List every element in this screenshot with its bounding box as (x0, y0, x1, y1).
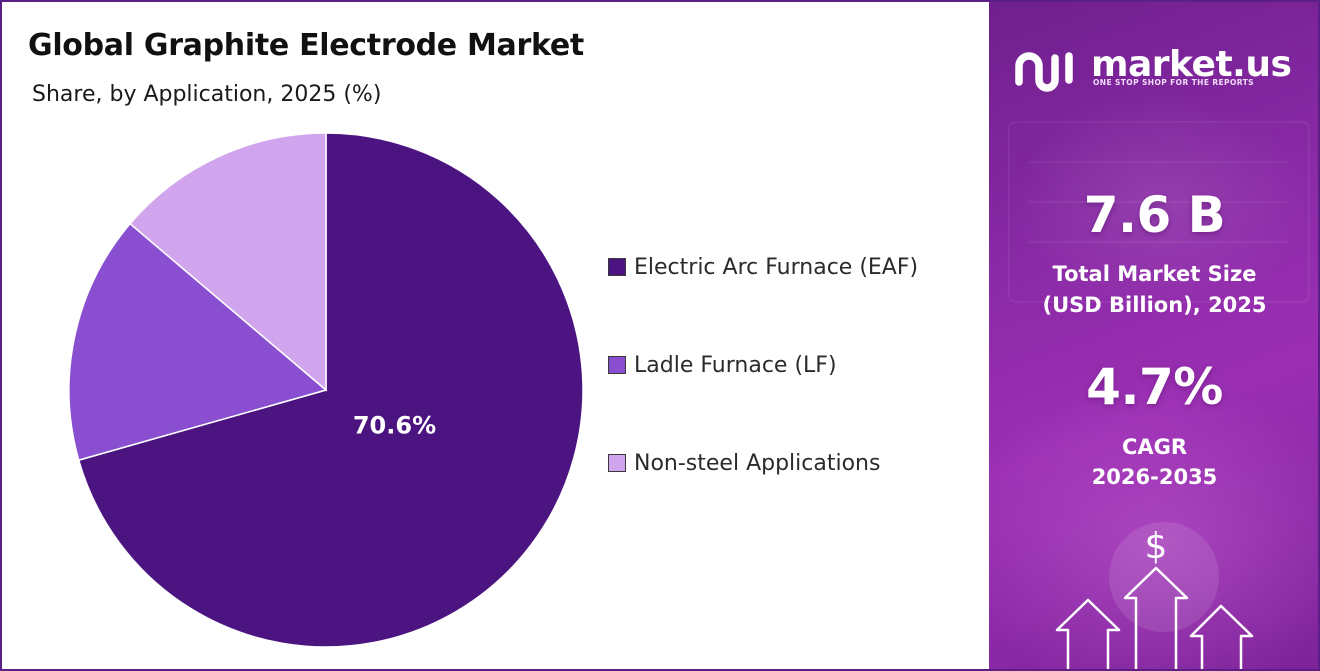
market-us-logo-icon (1015, 52, 1073, 92)
legend-label-lf: Ladle Furnace (LF) (634, 352, 837, 378)
market-us-logo: market.us ONE STOP SHOP FOR THE REPORTS (1013, 44, 1303, 94)
cagr-value: 4.7% (1086, 358, 1223, 416)
brand-tagline: ONE STOP SHOP FOR THE REPORTS (1093, 78, 1254, 87)
dollar-icon: $ (1145, 526, 1168, 567)
arrow-up-icon (1055, 566, 1254, 669)
legend-item-non-steel: Non-steel Applications (608, 448, 880, 478)
legend-swatch-eaf (608, 258, 626, 276)
legend-item-eaf: Electric Arc Furnace (EAF) (608, 252, 918, 282)
market-size-label-line2: (USD Billion), 2025 (1042, 293, 1267, 317)
growth-arrows: $ (1055, 526, 1254, 669)
market-size-value: 7.6 B (1083, 186, 1226, 244)
legend-swatch-non-steel (608, 454, 626, 472)
pie-chart: 70.6% (68, 132, 584, 648)
market-size-label-line1: Total Market Size (1052, 262, 1257, 286)
cagr-label-line1: CAGR (1121, 435, 1188, 459)
chart-title: Global Graphite Electrode Market (28, 28, 584, 63)
summary-sidebar: market.us ONE STOP SHOP FOR THE REPORTS … (987, 2, 1318, 669)
pie-slice-eaf (77, 132, 584, 648)
cagr-label-line2: 2026-2035 (1091, 465, 1218, 489)
legend-label-eaf: Electric Arc Furnace (EAF) (634, 254, 919, 280)
pie-slice-lf (68, 222, 328, 462)
brand-name: market.us (1091, 44, 1292, 85)
legend-label-non-steel: Non-steel Applications (634, 450, 881, 476)
chart-panel: Global Graphite Electrode Market Share, … (2, 2, 987, 669)
pie-slice-non-steel (128, 132, 327, 392)
legend-item-lf: Ladle Furnace (LF) (608, 350, 837, 380)
pie-data-label-eaf: 70.6% (353, 412, 436, 440)
legend-swatch-lf (608, 356, 626, 374)
chart-subtitle: Share, by Application, 2025 (%) (32, 82, 382, 107)
